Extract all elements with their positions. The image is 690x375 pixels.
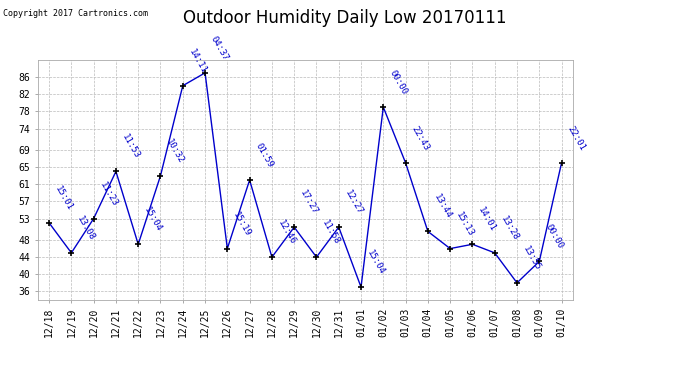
Text: 22:43: 22:43	[410, 124, 431, 152]
Text: 13:44: 13:44	[432, 193, 453, 221]
Text: 13:28: 13:28	[499, 214, 520, 242]
Text: 11:58: 11:58	[320, 219, 342, 246]
Text: 12:46: 12:46	[276, 219, 297, 246]
Text: 11:23: 11:23	[98, 180, 119, 208]
Text: 15:04: 15:04	[142, 206, 164, 234]
Text: 11:53: 11:53	[120, 133, 141, 161]
Text: Outdoor Humidity Daily Low 20170111: Outdoor Humidity Daily Low 20170111	[184, 9, 506, 27]
Text: 12:27: 12:27	[343, 189, 364, 216]
Text: 14:11: 14:11	[187, 47, 208, 75]
Text: 04:37: 04:37	[209, 34, 230, 62]
Text: 10:32: 10:32	[164, 137, 186, 165]
Text: Copyright 2017 Cartronics.com: Copyright 2017 Cartronics.com	[3, 9, 148, 18]
Text: 14:01: 14:01	[476, 206, 497, 234]
Text: 00:00: 00:00	[543, 223, 564, 251]
Text: 01:59: 01:59	[254, 141, 275, 169]
Text: 15:04: 15:04	[365, 249, 386, 276]
Text: 15:01: 15:01	[53, 184, 75, 212]
Text: 13:08: 13:08	[75, 214, 97, 242]
Text: 22:01: 22:01	[566, 124, 586, 152]
Text: 00:00: 00:00	[387, 69, 408, 96]
Text: 17:27: 17:27	[298, 189, 319, 216]
Text: 15:19: 15:19	[231, 210, 253, 238]
Text: Humidity  (%): Humidity (%)	[592, 28, 669, 38]
Text: 15:13: 15:13	[454, 210, 475, 238]
Text: 13:55: 13:55	[521, 244, 542, 272]
